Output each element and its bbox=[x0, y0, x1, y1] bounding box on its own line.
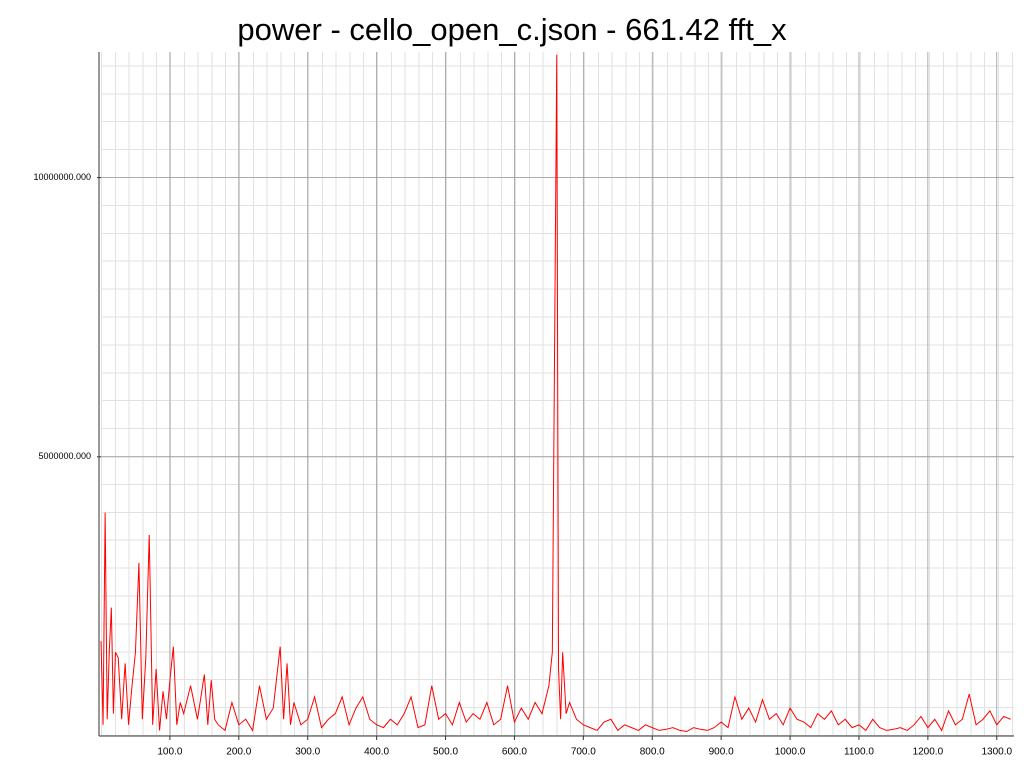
x-tick-label: 1200.0 bbox=[913, 747, 944, 758]
y-tick-label: 10000000.000 bbox=[33, 172, 91, 182]
x-tick-label: 1100.0 bbox=[844, 747, 874, 758]
x-tick-label: 800.0 bbox=[640, 747, 665, 758]
x-tick-label: 1000.0 bbox=[775, 747, 806, 758]
x-tick-label: 1300.0 bbox=[981, 747, 1012, 758]
data-line bbox=[100, 54, 1011, 733]
x-tick-label: 200.0 bbox=[226, 747, 251, 758]
x-tick-label: 500.0 bbox=[433, 747, 458, 758]
x-tick-label: 100.0 bbox=[157, 747, 182, 758]
x-tick-label: 700.0 bbox=[571, 747, 596, 758]
x-tick-label: 400.0 bbox=[364, 747, 389, 758]
x-tick-label: 900.0 bbox=[709, 747, 734, 758]
x-tick-label: 300.0 bbox=[295, 747, 320, 758]
chart-title: power - cello_open_c.json - 661.42 fft_x bbox=[237, 12, 787, 47]
y-tick-label: 5000000.000 bbox=[38, 451, 91, 461]
x-tick-label: 600.0 bbox=[502, 747, 527, 758]
